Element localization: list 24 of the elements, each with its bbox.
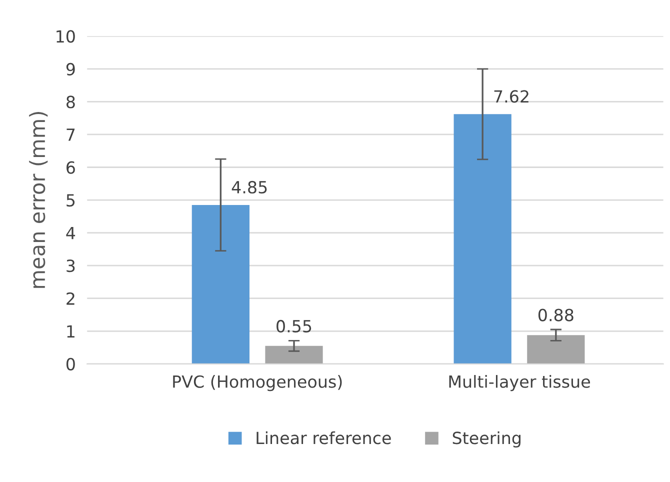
y-axis-title: mean error (mm) — [29, 112, 48, 288]
data-label: 0.88 — [538, 308, 574, 322]
y-tick-label: 7 — [66, 128, 75, 141]
y-tick-label: 8 — [66, 96, 75, 108]
y-tick-label: 0 — [66, 358, 75, 370]
bar — [527, 335, 585, 364]
legend-label: Linear reference — [256, 431, 391, 444]
data-label: 0.55 — [276, 320, 312, 332]
bar — [454, 114, 512, 364]
y-tick-label: 2 — [66, 292, 74, 305]
legend-label: Steering — [452, 431, 520, 448]
y-tick-label: 1 — [67, 325, 74, 338]
y-tick-label: 9 — [66, 62, 75, 76]
data-label: 4.85 — [232, 180, 267, 194]
x-tick-label: PVC (Homogeneous) — [173, 375, 342, 392]
bar — [192, 204, 250, 364]
y-tick-label: 6 — [66, 161, 75, 174]
y-tick-label: 4 — [66, 226, 76, 240]
data-label: 7.62 — [494, 90, 528, 103]
y-tick-label: 10 — [56, 30, 75, 43]
bar — [265, 346, 323, 364]
y-tick-label: 5 — [66, 194, 75, 207]
x-tick-label: Multi-layer tissue — [449, 375, 590, 392]
y-tick-label: 3 — [66, 260, 75, 272]
